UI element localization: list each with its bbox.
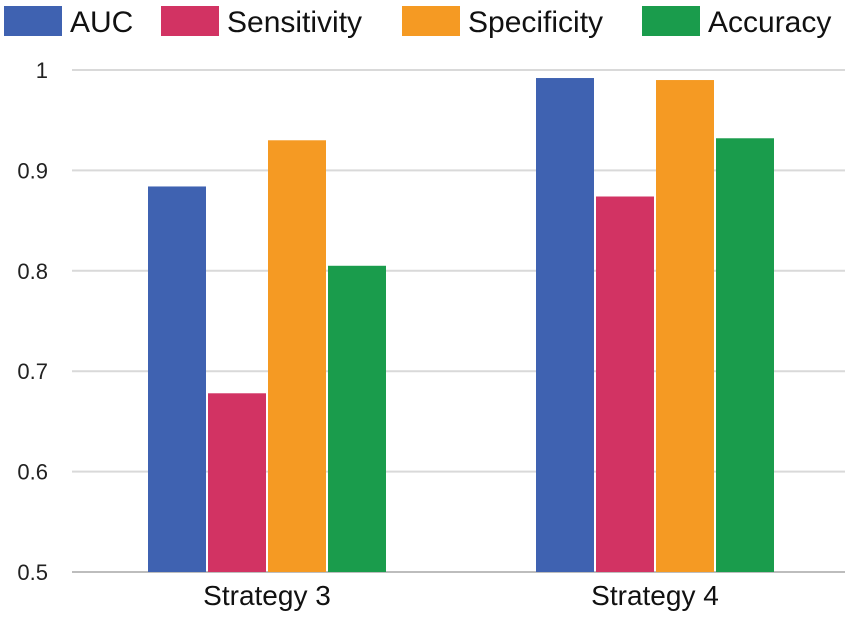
legend-label: AUC — [70, 6, 133, 39]
y-tick-label: 0.6 — [17, 460, 48, 485]
legend-swatch — [642, 6, 700, 36]
legend-item-specificity: Specificity — [402, 6, 603, 39]
legend-item-sensitivity: Sensitivity — [161, 6, 362, 39]
legend-item-auc: AUC — [4, 6, 133, 39]
bar-sensitivity-strategy-3 — [208, 393, 266, 572]
y-tick-label: 0.8 — [17, 259, 48, 284]
legend-label: Sensitivity — [227, 6, 362, 39]
bar-accuracy-strategy-4 — [716, 138, 774, 572]
legend-label: Specificity — [468, 6, 603, 39]
y-tick-label: 1 — [36, 58, 48, 83]
y-tick-label: 0.9 — [17, 158, 48, 183]
bar-specificity-strategy-3 — [268, 140, 326, 572]
bars — [148, 78, 774, 573]
legend-item-accuracy: Accuracy — [642, 6, 831, 39]
x-category-label: Strategy 4 — [591, 580, 719, 611]
y-tick-label: 0.7 — [17, 359, 48, 384]
y-axis-ticks: 0.5 0.6 0.7 0.8 0.9 1 — [17, 58, 48, 585]
bar-auc-strategy-4 — [536, 78, 594, 573]
bar-accuracy-strategy-3 — [328, 265, 386, 572]
legend-swatch — [161, 6, 219, 36]
bar-specificity-strategy-4 — [656, 80, 714, 572]
legend: AUC Sensitivity Specificity Accuracy — [4, 6, 831, 39]
legend-label: Accuracy — [708, 6, 831, 39]
bar-auc-strategy-3 — [148, 186, 206, 573]
x-axis-labels: Strategy 3 Strategy 4 — [203, 580, 719, 611]
y-tick-label: 0.5 — [17, 560, 48, 585]
legend-swatch — [4, 6, 62, 36]
bar-sensitivity-strategy-4 — [596, 196, 654, 572]
legend-swatch — [402, 6, 460, 36]
x-category-label: Strategy 3 — [203, 580, 331, 611]
